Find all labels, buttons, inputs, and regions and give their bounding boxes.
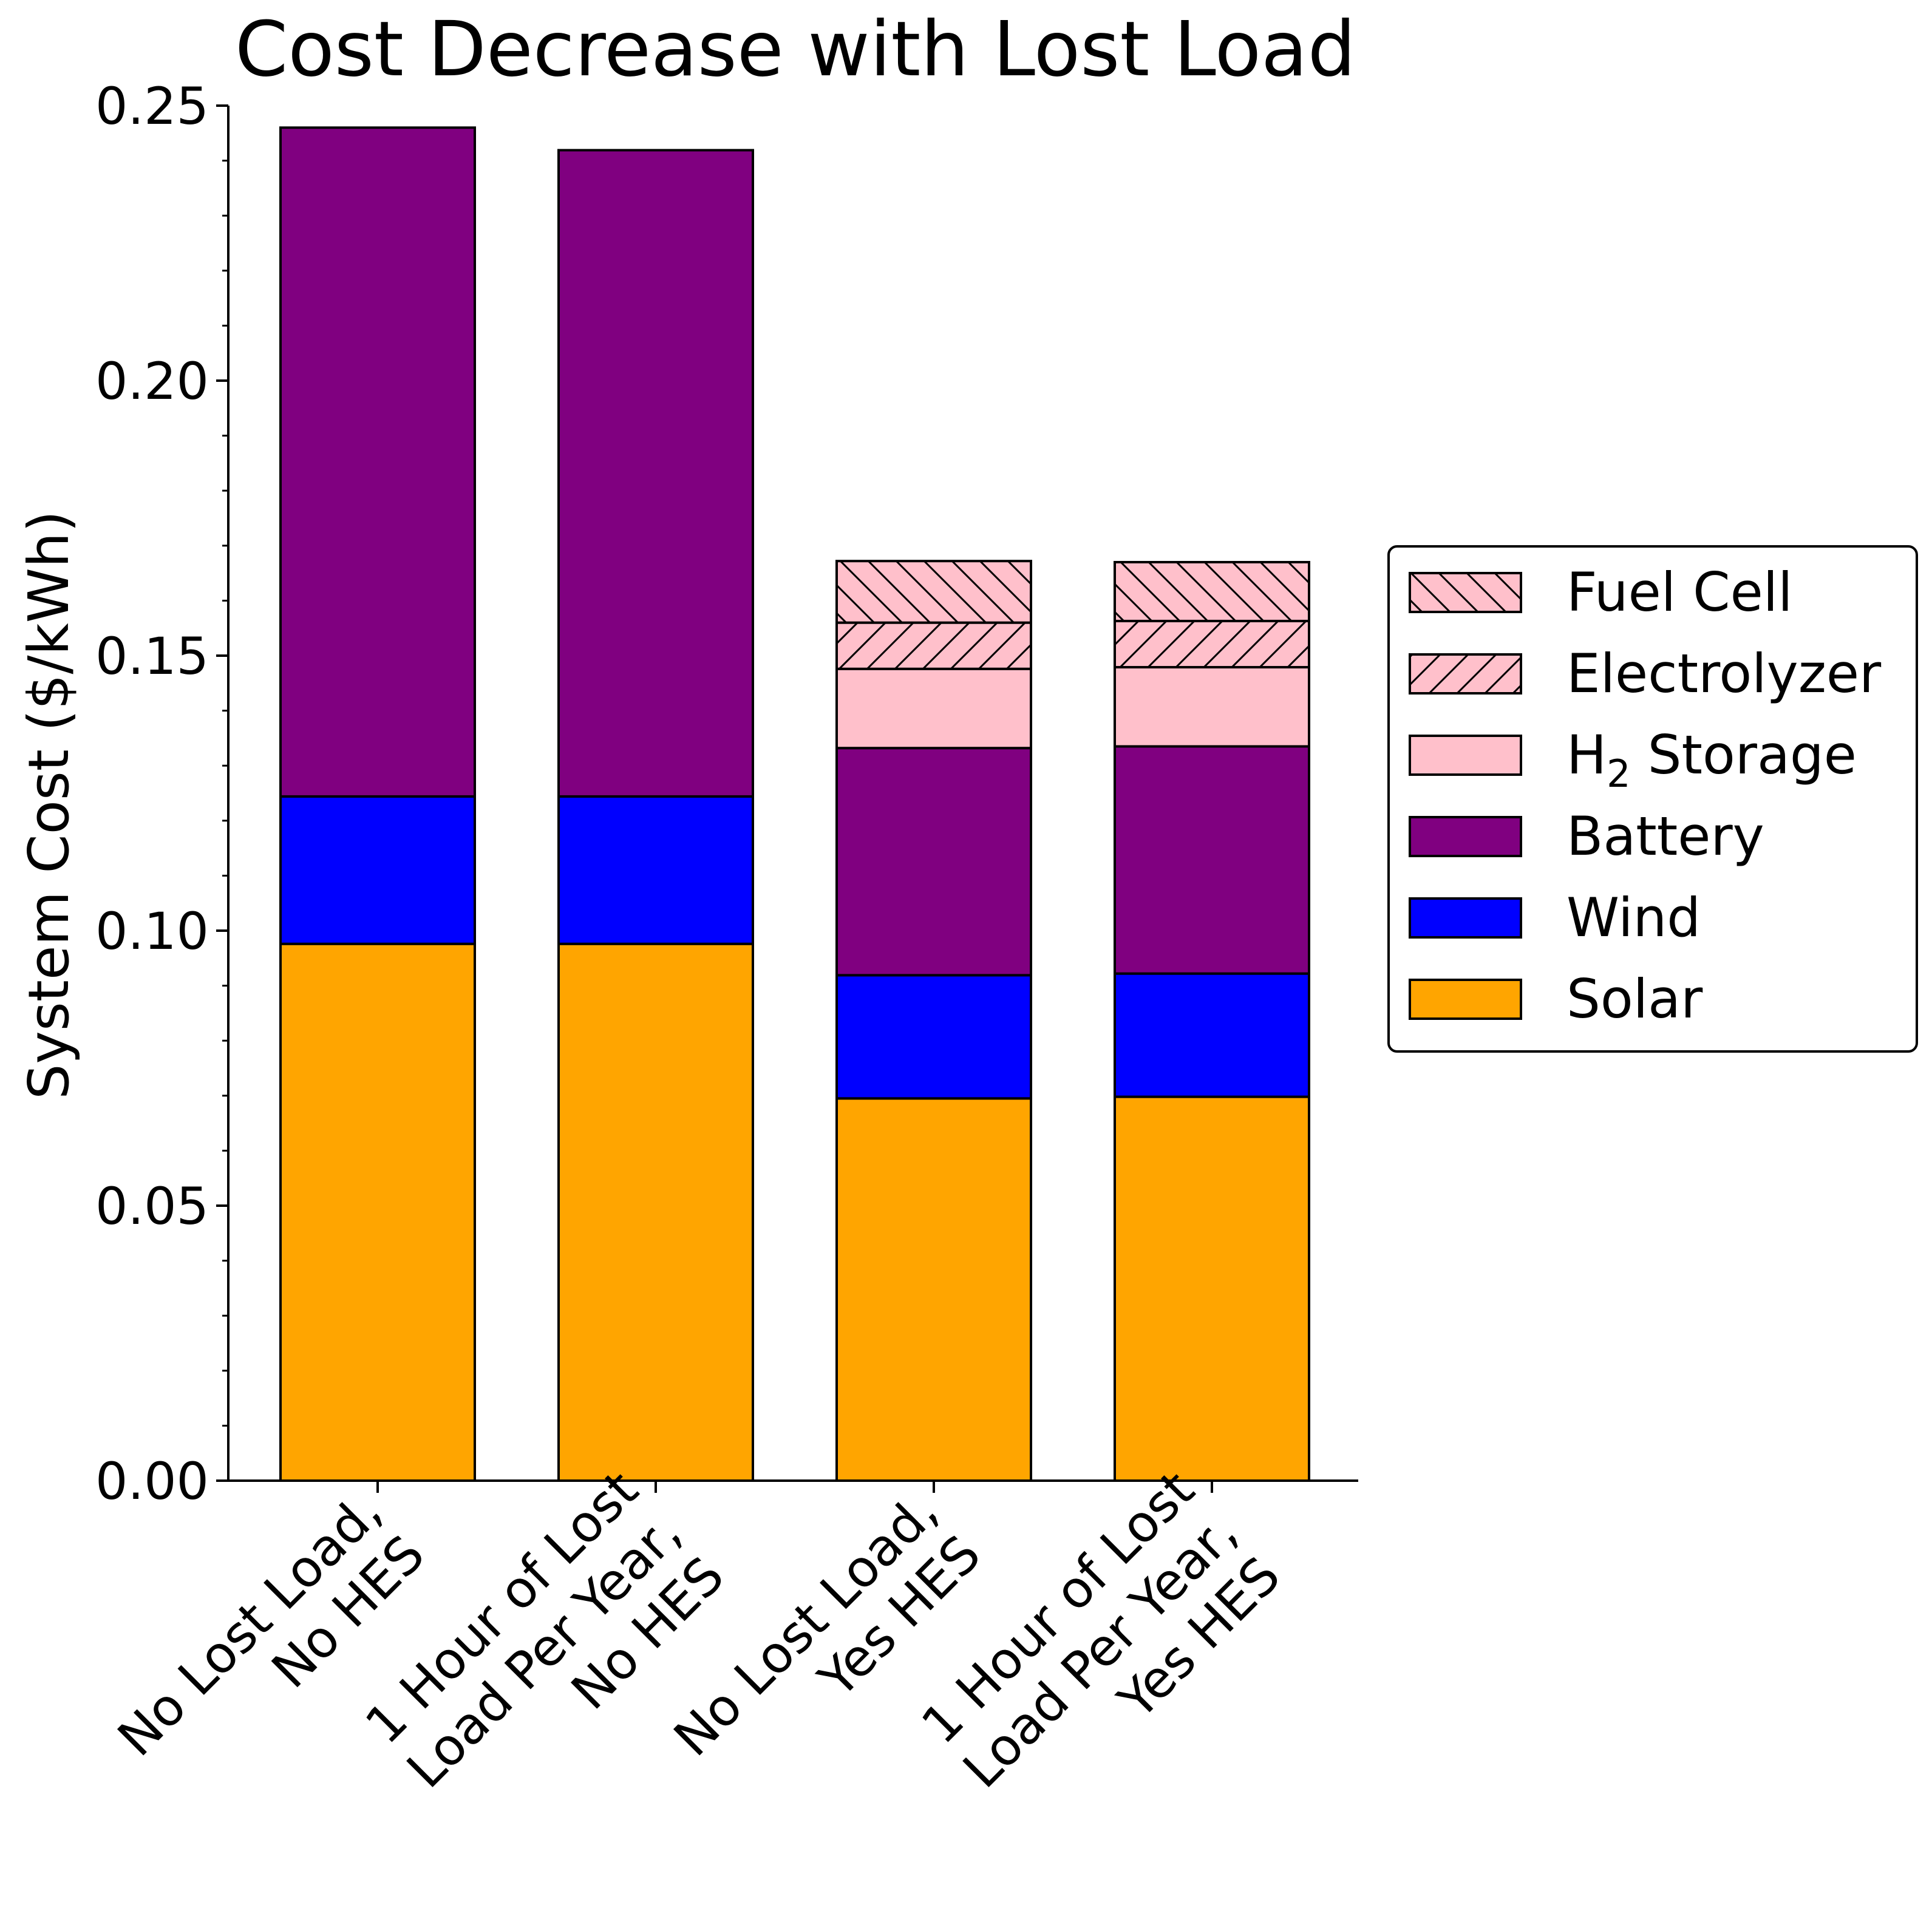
legend-swatch-fuel-cell [1409,572,1522,613]
y-axis-label: System Cost ($/kWh) [16,511,81,1099]
legend: Fuel Cell Electrolyzer H2 Storage Battery Wi… [1387,545,1918,1053]
bar-battery-1 [279,126,476,798]
bar-wind-4 [1114,972,1310,1098]
bar-fuel-cell-3 [835,560,1032,624]
bar-battery-2 [557,149,754,798]
legend-label-fuel-cell: Fuel Cell [1566,561,1793,623]
bar-h2-storage-4 [1114,666,1310,748]
legend-label-solar: Solar [1566,968,1703,1030]
legend-label-h2-storage: H2 Storage [1566,724,1857,796]
bar-wind-3 [835,974,1032,1100]
y-tick-label: 0.05 [95,1177,209,1236]
y-tick-label: 0.10 [95,902,209,961]
bar-solar-2 [557,942,754,1482]
y-tick-label: 0.15 [95,627,209,686]
bars-group [279,126,1310,1483]
legend-label-electrolyzer: Electrolyzer [1566,642,1882,705]
bar-fuel-cell-4 [1114,560,1310,622]
bar-battery-4 [1114,745,1310,975]
legend-label-battery: Battery [1566,805,1764,868]
legend-swatch-h2-storage [1409,735,1522,776]
x-tick-label-1: No Lost Load,No HES [106,1481,436,1768]
bar-solar-3 [835,1097,1032,1482]
bar-electrolyzer-4 [1114,619,1310,669]
legend-swatch-solar [1409,979,1522,1020]
bar-electrolyzer-3 [835,621,1032,670]
legend-swatch-electrolyzer [1409,653,1522,695]
bar-solar-4 [1114,1095,1310,1483]
y-tick-label: 0.25 [95,76,209,136]
bar-wind-1 [279,795,476,945]
bar-h2-storage-3 [835,667,1032,750]
x-tick-label-3: No Lost Load,Yes HES [662,1481,992,1768]
y-tick-label: 0.00 [95,1452,209,1511]
legend-swatch-wind [1409,897,1522,939]
legend-label-wind: Wind [1566,886,1701,949]
bar-wind-2 [557,795,754,945]
bar-solar-1 [279,942,476,1482]
legend-swatch-battery [1409,816,1522,857]
chart-title: Cost Decrease with Lost Load [235,5,1356,93]
axes-group: 0.00 0.05 0.10 0.15 0.20 0.25 [95,76,1358,1511]
y-tick-label: 0.20 [95,352,209,411]
bar-battery-3 [835,747,1032,977]
